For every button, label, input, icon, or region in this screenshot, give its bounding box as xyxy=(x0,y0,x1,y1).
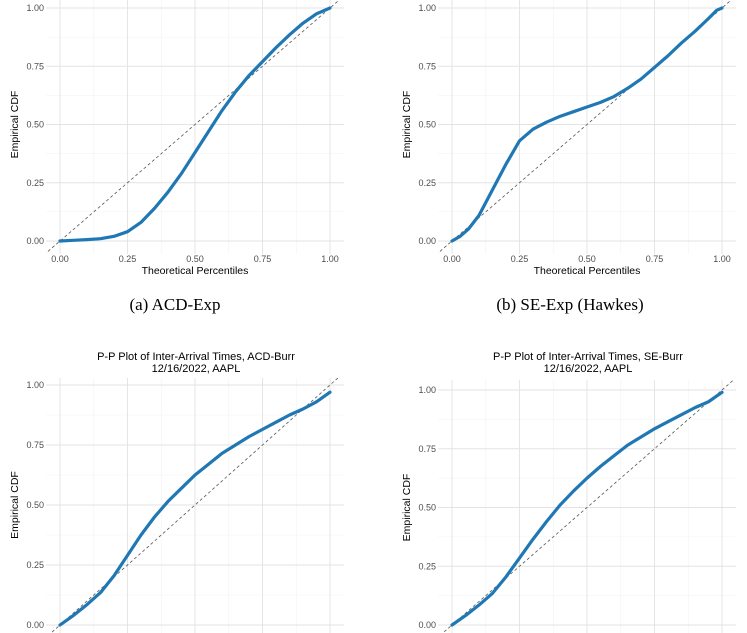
y-axis-label: Empirical CDF xyxy=(9,91,21,159)
x-tick-label: 0.75 xyxy=(646,254,664,264)
x-tick-label: 0.50 xyxy=(578,254,596,264)
x-tick-label: 0.00 xyxy=(51,254,69,264)
y-tick-label: 0.00 xyxy=(26,236,44,246)
y-tick-label: 0.25 xyxy=(26,178,44,188)
y-tick-label: 0.25 xyxy=(26,560,44,570)
y-axis-label: Empirical CDF xyxy=(9,471,21,539)
reference-line xyxy=(50,378,339,633)
chart-title: P-P Plot of Inter-Arrival Times, ACD-Bur… xyxy=(97,351,295,363)
y-tick-label: 0.75 xyxy=(418,61,436,71)
y-tick-label: 0.75 xyxy=(418,444,436,454)
y-tick-label: 1.00 xyxy=(418,3,436,13)
series-line-1 xyxy=(450,6,724,243)
x-tick-label: 1.00 xyxy=(713,254,731,264)
series-line-1 xyxy=(58,6,332,243)
y-tick-label: 0.50 xyxy=(418,503,436,513)
x-tick-label: 0.50 xyxy=(186,254,204,264)
chart-subtitle: 12/16/2022, AAPL xyxy=(544,363,633,375)
series-line-1 xyxy=(58,390,332,627)
y-tick-label: 0.75 xyxy=(26,61,44,71)
x-tick-label: 0.25 xyxy=(119,254,137,264)
x-tick-label: 0.75 xyxy=(254,254,272,264)
y-tick-label: 0.75 xyxy=(26,440,44,450)
x-axis-label: Theoretical Percentiles xyxy=(534,265,641,277)
y-axis-label: Empirical CDF xyxy=(401,474,413,542)
x-tick-label: 1.00 xyxy=(321,254,339,264)
chart-title: P-P Plot of Inter-Arrival Times, SE-Burr xyxy=(493,351,683,363)
series-line-1 xyxy=(450,390,724,627)
chart-panel-4: 0.00 0.25 0.50 0.75 1.00 Empirical CDF P-P Plo… xyxy=(401,351,736,633)
y-tick-label: 0.00 xyxy=(418,620,436,630)
reference-line xyxy=(46,0,340,254)
y-tick-label: 0.50 xyxy=(26,120,44,130)
chart-subtitle: 12/16/2022, AAPL xyxy=(152,363,241,375)
figure-caption: (b) SE-Exp (Hawkes) xyxy=(496,295,643,314)
x-tick-label: 0.25 xyxy=(511,254,529,264)
figure-caption: (a) ACD-Exp xyxy=(129,295,220,314)
y-tick-label: 0.50 xyxy=(26,500,44,510)
reference-line xyxy=(442,380,735,633)
y-tick-label: 0.25 xyxy=(418,561,436,571)
y-tick-label: 1.00 xyxy=(26,380,44,390)
y-tick-label: 1.00 xyxy=(26,3,44,13)
x-axis-label: Theoretical Percentiles xyxy=(142,265,249,277)
chart-panel-2: 0.00 0.25 0.50 0.75 1.00 0.00 0.25 0.50 0.75 1.00… xyxy=(401,0,736,314)
x-tick-label: 0.00 xyxy=(443,254,461,264)
y-tick-label: 0.00 xyxy=(26,620,44,630)
chart-panel-3: 0.00 0.25 0.50 0.75 1.00 Empirical CDF P-P Plo… xyxy=(9,351,344,633)
y-tick-label: 0.25 xyxy=(418,178,436,188)
chart-panel-1: 0.00 0.25 0.50 0.75 1.00 0.00 0.25 0.50 0.75 1.00… xyxy=(9,0,344,314)
y-tick-label: 0.50 xyxy=(418,120,436,130)
y-axis-label: Empirical CDF xyxy=(401,91,413,159)
y-tick-label: 0.00 xyxy=(418,236,436,246)
y-tick-label: 1.00 xyxy=(418,385,436,395)
